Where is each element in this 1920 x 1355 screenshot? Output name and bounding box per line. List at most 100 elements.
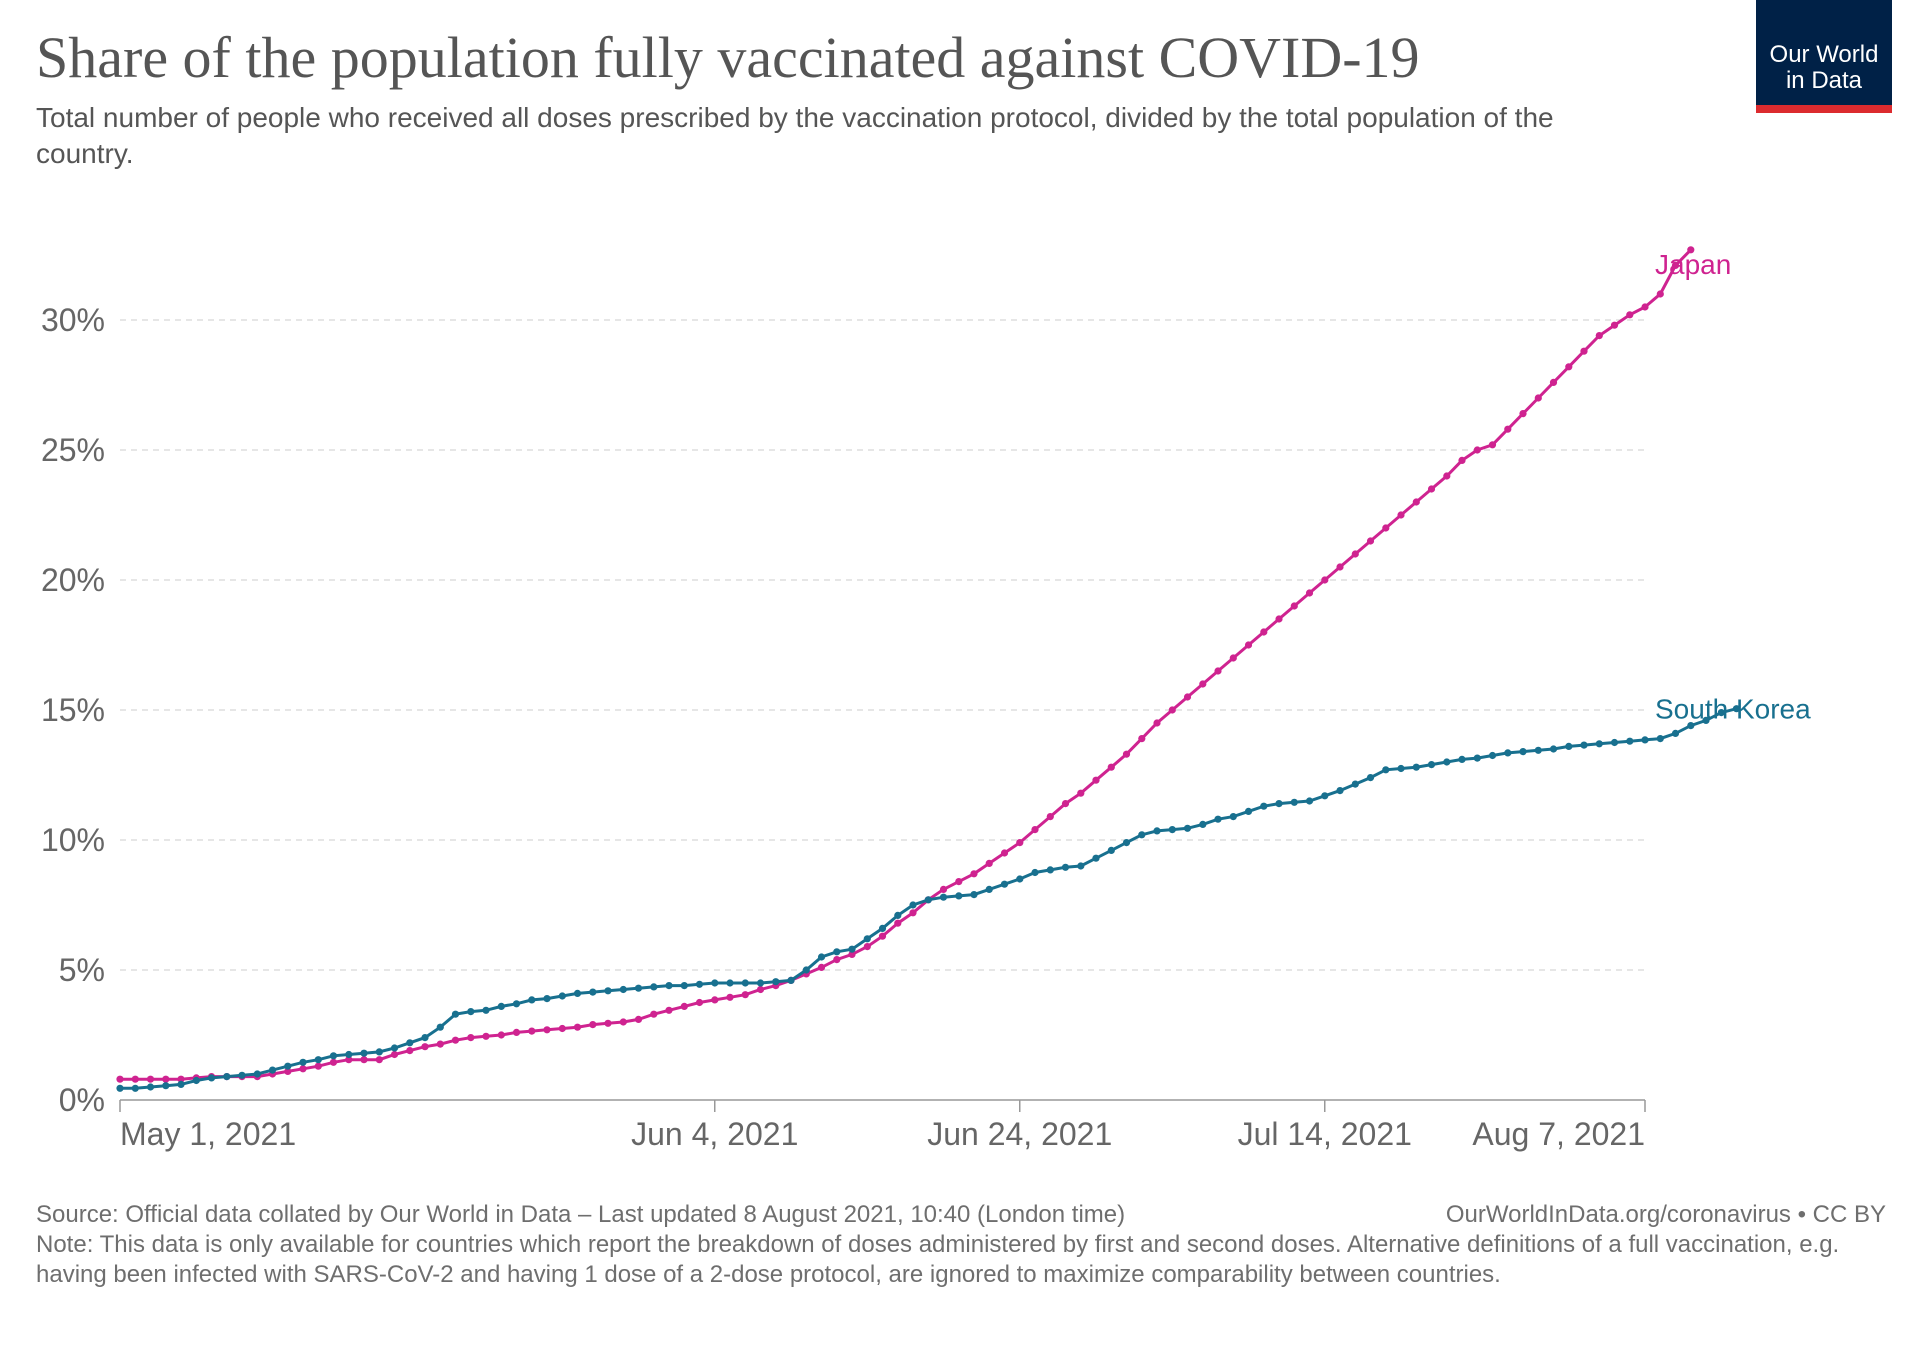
data-point[interactable] — [436, 1023, 444, 1031]
data-point[interactable] — [756, 985, 765, 994]
data-point[interactable] — [726, 979, 734, 987]
data-point[interactable] — [1214, 815, 1222, 823]
data-point[interactable] — [497, 1002, 505, 1011]
data-point[interactable] — [1671, 729, 1680, 738]
data-point[interactable] — [1565, 363, 1573, 371]
data-point[interactable] — [390, 1050, 399, 1059]
data-point[interactable] — [406, 1039, 414, 1047]
data-point[interactable] — [1458, 755, 1466, 764]
data-point[interactable] — [1275, 615, 1283, 623]
data-point[interactable] — [1443, 758, 1451, 766]
data-point[interactable] — [421, 1034, 429, 1042]
data-point[interactable] — [1412, 763, 1420, 771]
data-point[interactable] — [528, 1027, 536, 1035]
data-point[interactable] — [1214, 667, 1222, 675]
data-point[interactable] — [1595, 740, 1603, 748]
data-point[interactable] — [1336, 563, 1344, 571]
data-point[interactable] — [1000, 849, 1009, 857]
data-point[interactable] — [863, 943, 871, 951]
data-point[interactable] — [1397, 764, 1405, 773]
data-point[interactable] — [116, 1075, 124, 1083]
data-point[interactable] — [1305, 797, 1314, 805]
data-point[interactable] — [1351, 780, 1359, 788]
data-point[interactable] — [1473, 446, 1481, 454]
data-point[interactable] — [162, 1075, 170, 1083]
data-point[interactable] — [1153, 827, 1161, 835]
data-point[interactable] — [878, 924, 887, 933]
data-point[interactable] — [345, 1056, 353, 1064]
data-point[interactable] — [177, 1080, 185, 1088]
data-point[interactable] — [573, 989, 582, 998]
data-point[interactable] — [1092, 776, 1100, 784]
data-point[interactable] — [573, 1023, 582, 1031]
data-point[interactable] — [116, 1084, 124, 1092]
data-point[interactable] — [1168, 826, 1176, 834]
data-point[interactable] — [329, 1058, 338, 1066]
data-point[interactable] — [436, 1040, 444, 1048]
data-point[interactable] — [802, 966, 810, 974]
data-point[interactable] — [985, 885, 993, 894]
data-point[interactable] — [1427, 485, 1436, 493]
data-point[interactable] — [939, 893, 948, 901]
data-point[interactable] — [314, 1056, 322, 1064]
data-point[interactable] — [1717, 709, 1725, 717]
data-point[interactable] — [1138, 735, 1146, 743]
data-point[interactable] — [329, 1052, 338, 1060]
data-point[interactable] — [1443, 472, 1451, 480]
data-point[interactable] — [695, 980, 704, 988]
data-point[interactable] — [1336, 787, 1344, 795]
data-point[interactable] — [1671, 261, 1680, 269]
data-point[interactable] — [878, 932, 887, 940]
data-point[interactable] — [650, 983, 658, 991]
data-point[interactable] — [741, 991, 749, 999]
data-point[interactable] — [1519, 410, 1527, 418]
data-point[interactable] — [1275, 800, 1283, 808]
data-point[interactable] — [1565, 742, 1573, 751]
data-point[interactable] — [634, 1015, 643, 1024]
data-point[interactable] — [1061, 863, 1070, 871]
data-point[interactable] — [1138, 831, 1146, 839]
data-point[interactable] — [589, 1021, 597, 1029]
data-point[interactable] — [345, 1050, 353, 1059]
data-point[interactable] — [1366, 774, 1375, 782]
data-point[interactable] — [1580, 741, 1588, 749]
data-point[interactable] — [1260, 628, 1268, 636]
data-point[interactable] — [1610, 321, 1619, 329]
data-point[interactable] — [833, 948, 841, 956]
data-point[interactable] — [558, 1024, 566, 1033]
data-point[interactable] — [162, 1082, 170, 1090]
source-link[interactable]: OurWorldInData.org/coronavirus • CC BY — [1445, 1201, 1886, 1228]
data-point[interactable] — [497, 1031, 505, 1039]
data-point[interactable] — [1321, 576, 1329, 584]
data-point[interactable] — [1107, 846, 1115, 855]
data-point[interactable] — [711, 979, 719, 987]
data-point[interactable] — [1183, 693, 1192, 701]
data-point[interactable] — [680, 1002, 688, 1011]
data-point[interactable] — [985, 859, 993, 868]
data-point[interactable] — [1351, 550, 1359, 558]
data-point[interactable] — [1366, 537, 1375, 545]
data-point[interactable] — [604, 987, 612, 995]
data-point[interactable] — [467, 1008, 475, 1016]
data-point[interactable] — [512, 1000, 521, 1008]
data-point[interactable] — [1702, 716, 1710, 725]
data-point[interactable] — [894, 911, 902, 920]
data-point[interactable] — [1534, 746, 1542, 754]
data-point[interactable] — [1610, 738, 1619, 747]
data-point[interactable] — [314, 1062, 322, 1070]
data-point[interactable] — [284, 1067, 292, 1075]
data-point[interactable] — [543, 995, 551, 1003]
data-point[interactable] — [207, 1074, 216, 1082]
data-point[interactable] — [589, 988, 597, 996]
data-point[interactable] — [1092, 854, 1100, 862]
data-point[interactable] — [1382, 766, 1390, 774]
data-point[interactable] — [1534, 394, 1542, 402]
data-point[interactable] — [1656, 735, 1664, 743]
data-point[interactable] — [421, 1043, 429, 1051]
data-point[interactable] — [360, 1049, 368, 1057]
data-point[interactable] — [604, 1019, 612, 1027]
data-point[interactable] — [1122, 839, 1131, 847]
data-point[interactable] — [1031, 868, 1039, 877]
data-point[interactable] — [1122, 750, 1131, 758]
data-point[interactable] — [894, 919, 902, 927]
